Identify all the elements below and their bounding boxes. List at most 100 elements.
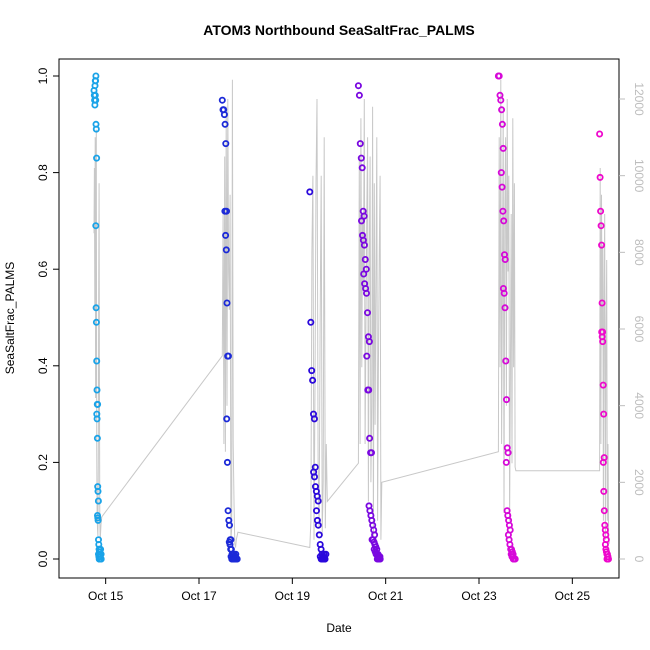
data-point — [499, 144, 507, 152]
data-point — [365, 386, 373, 394]
data-point — [497, 169, 505, 177]
data-point — [92, 125, 100, 133]
data-point — [223, 299, 231, 307]
data-point — [495, 72, 503, 80]
data-point — [497, 96, 505, 104]
y-tick-label: 0.0 — [36, 550, 50, 567]
x-tick-label: Oct 19 — [275, 589, 311, 603]
data-point — [93, 357, 101, 365]
data-point — [224, 507, 232, 515]
x-tick-label: Oct 15 — [88, 589, 124, 603]
data-point — [310, 473, 318, 481]
data-point — [363, 309, 371, 317]
x-tick-label: Oct 25 — [555, 589, 591, 603]
data-point — [361, 255, 369, 263]
data-point — [500, 289, 508, 297]
data-point — [93, 434, 101, 442]
data-point — [358, 164, 366, 172]
data-point — [357, 217, 365, 225]
data-point — [597, 222, 605, 230]
y2-tick-label: 12000 — [632, 82, 646, 116]
data-point — [356, 140, 364, 148]
data-point — [223, 458, 231, 466]
data-point — [498, 120, 506, 128]
y2-tick-label: 8000 — [632, 239, 646, 266]
data-point — [97, 555, 105, 563]
data-point — [600, 410, 608, 418]
data-point — [94, 516, 102, 524]
data-point — [596, 130, 604, 138]
data-point — [312, 507, 320, 515]
y2-tick-label: 2000 — [632, 469, 646, 496]
x-tick-label: Oct 23 — [461, 589, 497, 603]
data-point — [499, 207, 507, 215]
data-point — [599, 458, 607, 466]
data-point — [221, 207, 229, 215]
data-point — [376, 555, 384, 563]
data-point — [504, 449, 512, 457]
data-point — [92, 96, 100, 104]
altitude-series-line — [93, 79, 610, 549]
data-point — [314, 521, 322, 529]
data-point — [502, 458, 510, 466]
x-tick-label: Oct 17 — [181, 589, 217, 603]
data-point — [355, 91, 363, 99]
data-point — [597, 207, 605, 215]
y-axis-left: 0.0 0.2 0.4 0.6 0.8 1.0 — [36, 67, 59, 567]
data-point — [360, 241, 368, 249]
data-point — [357, 154, 365, 162]
data-point — [509, 555, 517, 563]
data-point — [354, 82, 362, 90]
data-point — [309, 376, 317, 384]
data-point — [92, 318, 100, 326]
data-point — [222, 246, 230, 254]
y2-tick-label: 0 — [632, 556, 646, 563]
data-point — [498, 106, 506, 114]
data-points — [90, 72, 613, 563]
data-point — [365, 338, 373, 346]
data-point — [91, 77, 99, 85]
data-point — [223, 415, 231, 423]
y-tick-label: 0.4 — [36, 357, 50, 374]
y-axis-label: SeaSaltFrac_PALMS — [3, 262, 17, 375]
y-tick-label: 1.0 — [36, 67, 50, 84]
data-point — [367, 449, 375, 457]
data-point — [308, 367, 316, 375]
data-point — [314, 497, 322, 505]
data-point — [600, 507, 608, 515]
data-point — [598, 241, 606, 249]
data-point — [92, 304, 100, 312]
y-tick-label: 0.6 — [36, 261, 50, 278]
x-tick-label: Oct 21 — [368, 589, 404, 603]
data-point — [310, 415, 318, 423]
data-point — [502, 396, 510, 404]
y-tick-label: 0.8 — [36, 164, 50, 181]
y2-tick-label: 4000 — [632, 392, 646, 419]
data-point — [224, 352, 232, 360]
data-point — [93, 386, 101, 394]
x-axis: Oct 15 Oct 17 Oct 19 Oct 21 Oct 23 Oct 25 — [88, 578, 590, 603]
y2-tick-label: 6000 — [632, 316, 646, 343]
data-point — [222, 231, 230, 239]
data-point — [222, 140, 230, 148]
data-point — [322, 550, 330, 558]
data-point — [306, 188, 314, 196]
data-point — [232, 555, 240, 563]
data-point — [598, 299, 606, 307]
data-point — [596, 173, 604, 181]
data-point — [501, 304, 509, 312]
data-point — [94, 400, 102, 408]
data-point — [92, 222, 100, 230]
data-point — [501, 255, 509, 263]
data-point — [93, 415, 101, 423]
data-point — [360, 270, 368, 278]
data-point — [599, 338, 607, 346]
data-point — [218, 96, 226, 104]
plot-frame — [58, 58, 620, 579]
y2-tick-label: 10000 — [632, 159, 646, 193]
data-point — [502, 357, 510, 365]
data-point — [97, 545, 105, 553]
data-point — [362, 289, 370, 297]
data-point — [220, 111, 228, 119]
